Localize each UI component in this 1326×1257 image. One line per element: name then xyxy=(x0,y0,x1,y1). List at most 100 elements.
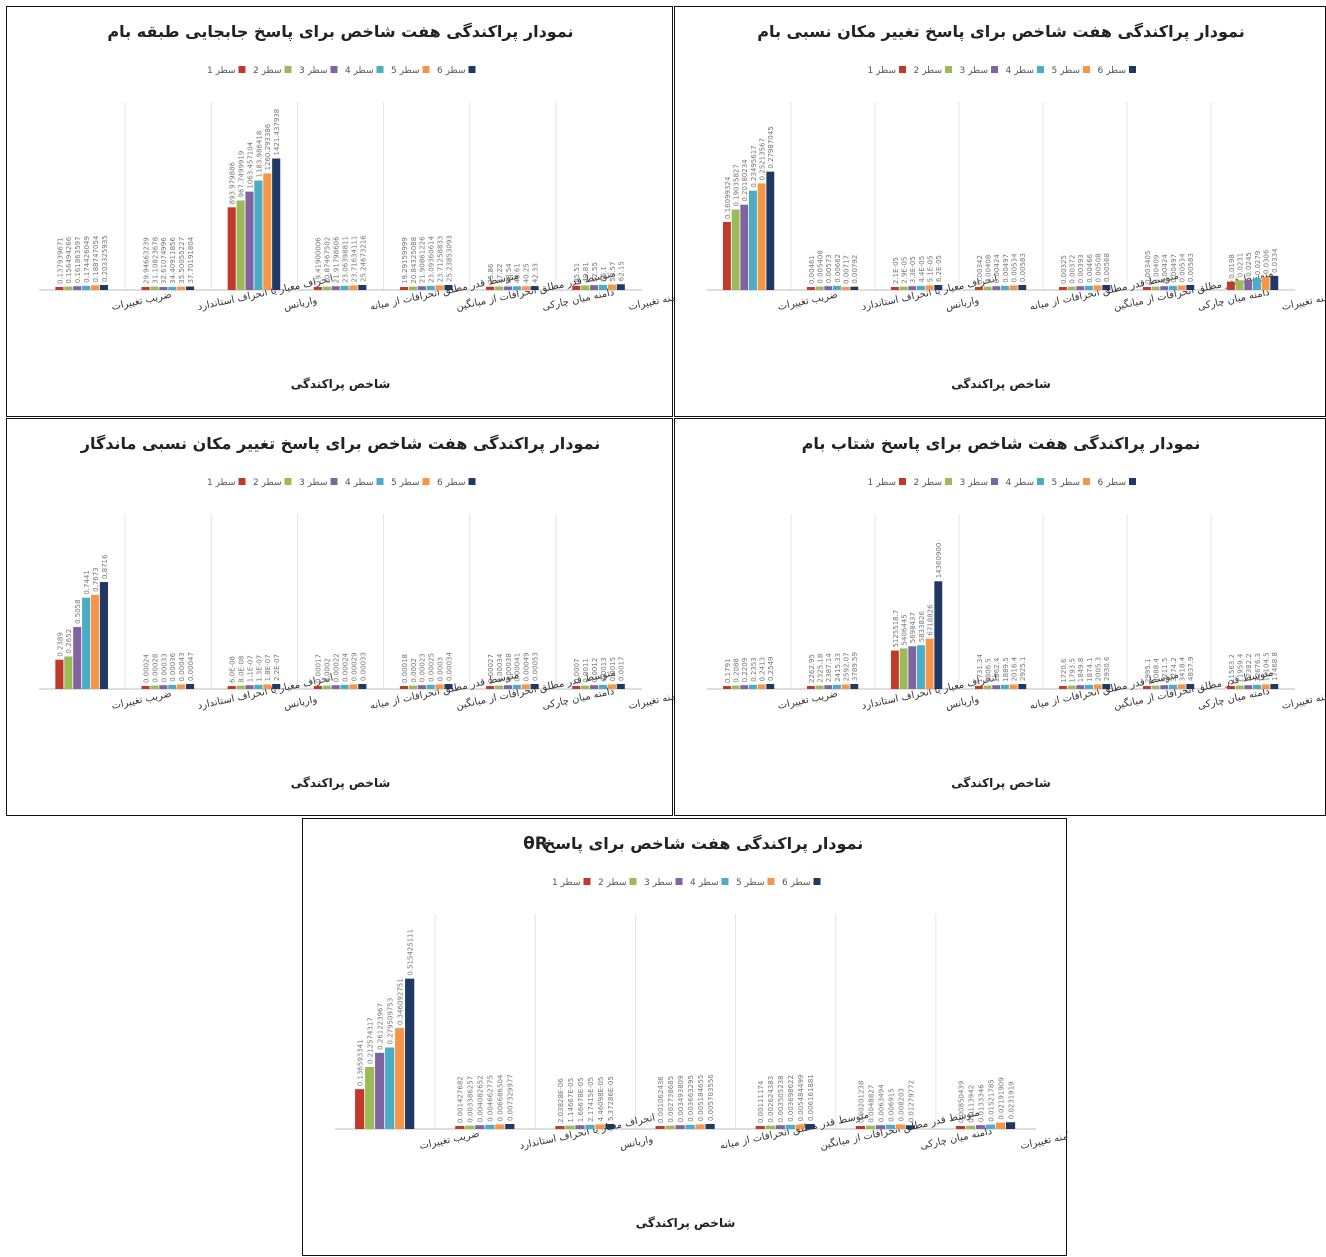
bar-2-series-3 xyxy=(475,1125,485,1129)
legend-item-row-6: سطر 6 xyxy=(1098,66,1136,76)
legend-swatch xyxy=(422,66,430,73)
data-label: 5698437 xyxy=(909,612,917,643)
data-label: 1889.5 xyxy=(1002,657,1010,682)
data-label: 0.003698622 xyxy=(787,1075,795,1122)
bar-6-series-5 xyxy=(1177,285,1186,290)
bar-5-series-6 xyxy=(805,1124,815,1129)
data-label: 0.006915 xyxy=(887,1088,895,1121)
data-label: 0.0012 xyxy=(591,658,599,683)
bar-1-series-3 xyxy=(73,626,82,689)
data-label: 0.00033 xyxy=(359,652,367,681)
chart-svg-roof-displacement: نمودار پراکندگی هفت شاخص برای پاسخ جابجا… xyxy=(39,22,674,391)
bar-5-series-1 xyxy=(1058,287,1067,290)
bar-7-series-5 xyxy=(607,684,616,689)
bar-1-series-3 xyxy=(740,685,749,689)
data-label: 0.346092751 xyxy=(397,978,405,1025)
bar-7-series-4 xyxy=(985,1124,996,1129)
bar-5-series-2 xyxy=(1067,286,1076,290)
bar-2-series-6 xyxy=(505,1124,515,1129)
bar-4-series-6 xyxy=(1018,684,1027,689)
data-label: 0.00201238 xyxy=(857,1081,865,1123)
chart-panel-roof-displacement: نمودار پراکندگی هفت شاخص برای پاسخ جابجا… xyxy=(6,6,674,417)
data-label: 0.0013 xyxy=(600,657,608,682)
legend-item-row-2: سطر 2 xyxy=(914,478,952,488)
data-label: 0.23495617 xyxy=(750,145,758,187)
category-label: واریانس xyxy=(619,1134,655,1152)
data-label: 1720.6 xyxy=(1060,658,1068,683)
bar-4-series-3 xyxy=(992,286,1001,290)
category-label: واریانس xyxy=(945,694,981,712)
legend-item-row-5: سطر 5 xyxy=(1052,66,1090,76)
legend-label: سطر 1 xyxy=(868,478,897,488)
bar-2-series-4 xyxy=(485,1124,495,1129)
data-label: 0.01279772 xyxy=(907,1080,915,1122)
bar-2-series-2 xyxy=(815,685,824,689)
chart-title: نمودار پراکندگی هفت شاخص برای پاسخ شتاب … xyxy=(802,434,1201,454)
category-label: دامنه میان چارکی xyxy=(919,1126,993,1152)
bar-7-series-2 xyxy=(581,685,590,689)
data-label: 0.0048827 xyxy=(867,1085,875,1123)
data-label: 0.19035827 xyxy=(732,164,740,206)
legend-label: سطر 1 xyxy=(207,66,236,76)
bar-1-series-2 xyxy=(64,656,73,689)
data-label: 2592.07 xyxy=(843,652,851,681)
bar-5-series-5 xyxy=(1093,285,1102,290)
bar-4-series-3 xyxy=(331,685,340,689)
legend-item-row-2: سطر 2 xyxy=(253,478,292,488)
bar-5-series-1 xyxy=(1058,686,1067,689)
bar-4-series-1 xyxy=(974,686,983,689)
data-label: 0.00393 xyxy=(1077,254,1085,283)
data-label: 2016.4 xyxy=(1011,656,1019,681)
bar-1-series-3 xyxy=(73,286,82,290)
bar-7-series-4 xyxy=(598,684,608,689)
bar-6-series-6 xyxy=(530,286,539,290)
data-label: 0.00717 xyxy=(843,255,851,284)
bar-3-series-6 xyxy=(605,1124,615,1129)
bar-7-series-4 xyxy=(1253,278,1261,290)
data-label: 0.00461 xyxy=(808,255,816,284)
legend-swatch xyxy=(238,478,246,485)
data-label: 0.0306 xyxy=(1263,249,1271,274)
bar-2-series-5 xyxy=(841,684,850,689)
bar-7-series-6 xyxy=(1005,1122,1016,1129)
chart-svg-residual-drift: نمودار پراکندگی هفت شاخص برای پاسخ تغییر… xyxy=(39,434,674,790)
legend-swatch xyxy=(284,478,292,485)
legend-label: سطر 3 xyxy=(960,66,989,76)
bar-2-series-2 xyxy=(150,286,159,290)
data-label: 45.51 xyxy=(573,263,581,283)
legend-label: سطر 3 xyxy=(299,66,328,76)
x-axis-title: شاخص پراکندگی xyxy=(291,776,391,790)
legend-item-row-3: سطر 3 xyxy=(644,878,683,888)
data-label: 2925.1 xyxy=(1019,657,1027,682)
bar-1-series-3 xyxy=(375,1052,385,1129)
data-label: 0.25213567 xyxy=(759,138,767,180)
category-label: ضریب تغییرات xyxy=(111,688,173,711)
bar-4-series-3 xyxy=(992,685,1001,689)
legend-swatch xyxy=(284,66,292,73)
data-label: 0.00325 xyxy=(1060,255,1068,284)
legend-item-row-4: سطر 4 xyxy=(1006,478,1044,488)
data-label: 0.004662775 xyxy=(487,1075,495,1122)
chart-title: نمودار پراکندگی هفت شاخص برای پاسخ جابجا… xyxy=(107,22,573,42)
bar-4-series-5 xyxy=(695,1124,705,1129)
legend-swatch xyxy=(583,878,591,885)
bar-2-series-6 xyxy=(850,286,859,290)
bar-3-series-6 xyxy=(934,285,943,290)
data-label: 5833826 xyxy=(918,611,926,643)
legend-item-row-1: سطر 1 xyxy=(868,478,906,488)
data-label: 6718826 xyxy=(927,604,935,636)
chart-panel-roof-acceleration: نمودار پراکندگی هفت شاخص برای پاسخ شتاب … xyxy=(674,418,1326,816)
bar-6-series-1 xyxy=(1142,287,1151,290)
data-label: 1874.1 xyxy=(1086,657,1094,682)
bar-3-series-2 xyxy=(236,685,245,689)
bar-4-series-1 xyxy=(655,1126,665,1129)
chart-svg-relative-roof-drift: نمودار پراکندگی هفت شاخص برای پاسخ تغییر… xyxy=(707,22,1326,391)
bar-3-series-3 xyxy=(245,191,254,290)
bar-2-series-1 xyxy=(806,686,815,689)
data-label: 0.008203 xyxy=(897,1088,905,1121)
legend-label: سطر 4 xyxy=(1006,478,1035,488)
legend-label: سطر 1 xyxy=(868,66,897,76)
data-label: 0.174426049 xyxy=(83,236,91,283)
bar-6-series-1 xyxy=(1142,686,1151,689)
bar-3-series-5 xyxy=(595,1124,605,1129)
